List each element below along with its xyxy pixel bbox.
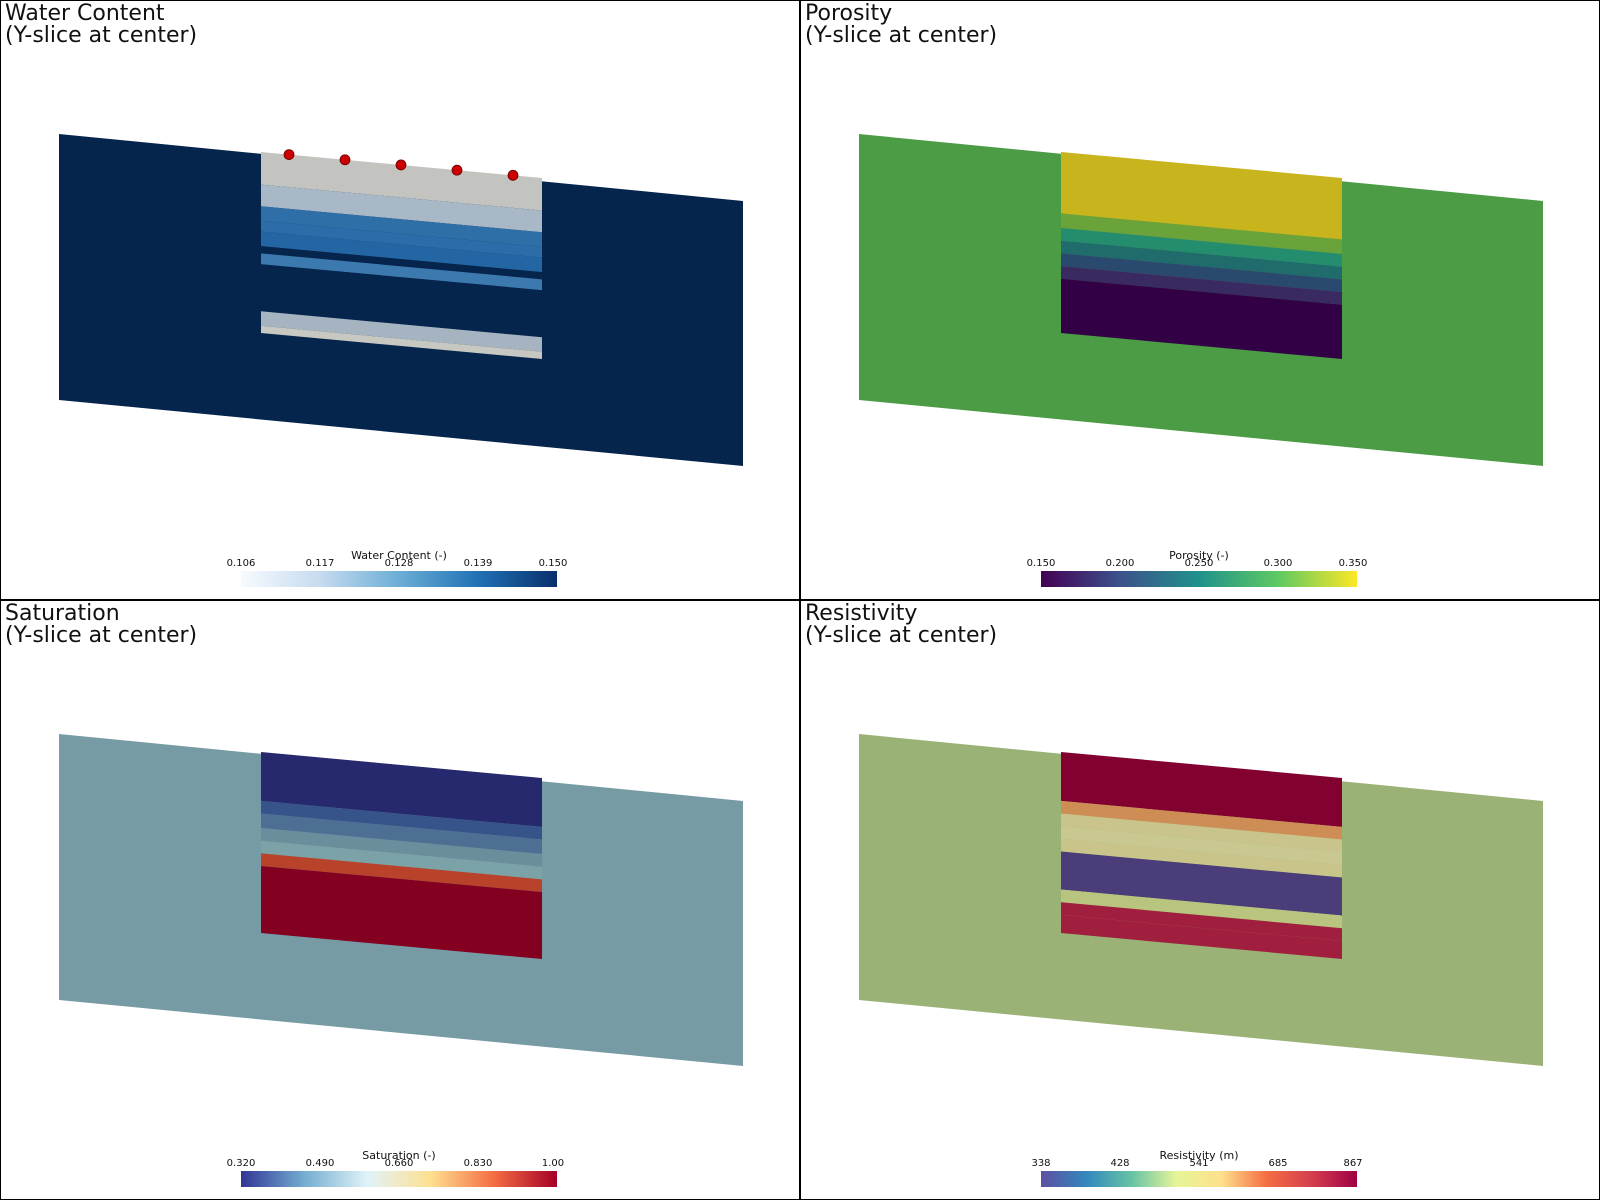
layer-band (1061, 253, 1342, 293)
layer-band (261, 311, 542, 352)
panel-title: Saturation (Y-slice at center) (5, 603, 197, 647)
colorbar-tick: 0.350 (1338, 558, 1368, 569)
water-content-colorbar: Water Content (-) 0.106 0.117 0.128 0.13… (227, 549, 567, 587)
colorbar-label: Saturation (-) (362, 1149, 436, 1162)
panel-title-line2: (Y-slice at center) (5, 623, 198, 648)
colorbar-tick: 0.660 (384, 1158, 414, 1169)
colorbar-tick: 0.106 (226, 558, 256, 569)
layer-band (1061, 266, 1342, 305)
layer-band (261, 325, 542, 359)
water-content-scene (59, 134, 743, 466)
colorbar-label: Porosity (-) (1169, 549, 1229, 562)
panel-title-line2: (Y-slice at center) (805, 623, 998, 648)
colorbar-label: Resistivity (m) (1159, 1149, 1239, 1162)
porosity-colorbar: Porosity (-) 0.150 0.200 0.250 0.300 0.3… (1027, 549, 1367, 587)
electrode-marker (339, 154, 351, 166)
colorbar-tick: 0.150 (1026, 558, 1056, 569)
electrode-marker (395, 159, 407, 171)
layer-band (1061, 152, 1342, 240)
colorbar-tick: 0.300 (1263, 558, 1293, 569)
colorbar-gradient (1041, 1171, 1357, 1187)
layer-band (261, 813, 542, 855)
resistivity-colorbar: Resistivity (m) 338 428 541 685 867 (1031, 1149, 1363, 1187)
panel-title-line1: Saturation (5, 601, 120, 626)
layer-band (1061, 889, 1342, 929)
layer-band (1061, 240, 1342, 280)
panel-title-line1: Porosity (805, 1, 893, 26)
colorbar-tick: 0.200 (1105, 558, 1135, 569)
panel-title-line2: (Y-slice at center) (5, 23, 198, 48)
layer-band (1061, 851, 1342, 916)
colorbar-tick: 338 (1031, 1158, 1051, 1169)
layer-band (261, 246, 542, 280)
layer-band (1061, 800, 1342, 840)
layer-band (1061, 278, 1342, 359)
porosity-scene (859, 134, 1543, 466)
panel-title-line2: (Y-slice at center) (805, 23, 998, 48)
electrode-marker (283, 149, 295, 160)
colorbar-label: Water Content (-) (351, 549, 447, 562)
layer-band (261, 220, 542, 258)
colorbar-tick: 0.117 (305, 558, 335, 569)
layer-band (261, 840, 542, 880)
layer-band (261, 152, 542, 211)
layer-band (1061, 228, 1342, 267)
electrode-marker (451, 164, 463, 176)
colorbar-tick: 0.490 (305, 1158, 335, 1169)
layer-band (261, 800, 542, 840)
layer-band (1061, 902, 1342, 941)
panel-title: Water Content (Y-slice at center) (5, 3, 197, 47)
panel-title-line1: Resistivity (805, 601, 918, 626)
layer-band (1061, 838, 1342, 878)
saturation-scene (59, 734, 743, 1066)
layer-band (261, 253, 542, 291)
colorbar-tick: 0.128 (384, 558, 414, 569)
porosity-panel: Porosity (Y-slice at center) Porosity (-… (800, 0, 1600, 600)
colorbar-tick: 0.250 (1184, 558, 1214, 569)
layer-band (1061, 914, 1342, 959)
layer-band (261, 853, 542, 893)
colorbar-gradient (241, 1171, 557, 1187)
layer-band (1061, 213, 1342, 255)
colorbar-tick: 1.00 (541, 1158, 565, 1169)
water-content-panel: Water Content (Y-slice at center) Water … (0, 0, 800, 600)
colorbar-tick: 0.320 (226, 1158, 256, 1169)
layer-band (261, 206, 542, 247)
layer-band (261, 184, 542, 233)
saturation-panel: Saturation (Y-slice at center) Saturatio… (0, 600, 800, 1200)
colorbar-tick: 0.139 (463, 558, 493, 569)
electrode-marker (507, 169, 519, 181)
panel-title: Porosity (Y-slice at center) (805, 3, 997, 47)
panel-title-line1: Water Content (5, 1, 165, 26)
colorbar-tick: 541 (1189, 1158, 1209, 1169)
colorbar-tick: 0.830 (463, 1158, 493, 1169)
layer-band (261, 752, 542, 827)
layer-band (261, 264, 542, 338)
colorbar-tick: 867 (1343, 1158, 1363, 1169)
colorbar-tick: 0.150 (538, 558, 568, 569)
layer-band (1061, 813, 1342, 853)
colorbar-tick: 685 (1268, 1158, 1288, 1169)
layer-band (261, 866, 542, 959)
colorbar-gradient (1041, 571, 1357, 587)
panel-title: Resistivity (Y-slice at center) (805, 603, 997, 647)
saturation-colorbar: Saturation (-) 0.320 0.490 0.660 0.830 1… (227, 1149, 564, 1187)
colorbar-tick: 428 (1110, 1158, 1130, 1169)
layer-band (1061, 826, 1342, 865)
colorbar-gradient (241, 571, 557, 587)
layer-band (1061, 752, 1342, 827)
resistivity-panel: Resistivity (Y-slice at center) Resistiv… (800, 600, 1600, 1200)
resistivity-scene (859, 734, 1543, 1066)
layer-band (261, 828, 542, 867)
layer-band (261, 231, 542, 273)
